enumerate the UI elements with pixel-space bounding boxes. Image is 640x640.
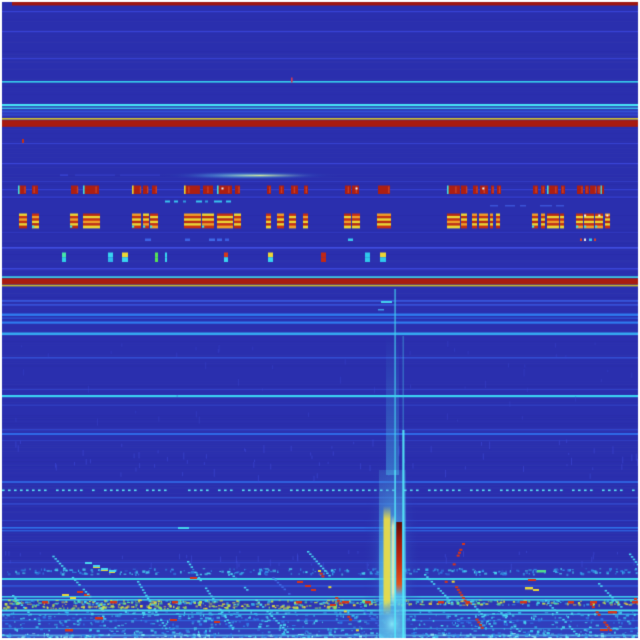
spectrogram-heatmap [0,0,640,640]
spectrogram-view [0,0,640,640]
